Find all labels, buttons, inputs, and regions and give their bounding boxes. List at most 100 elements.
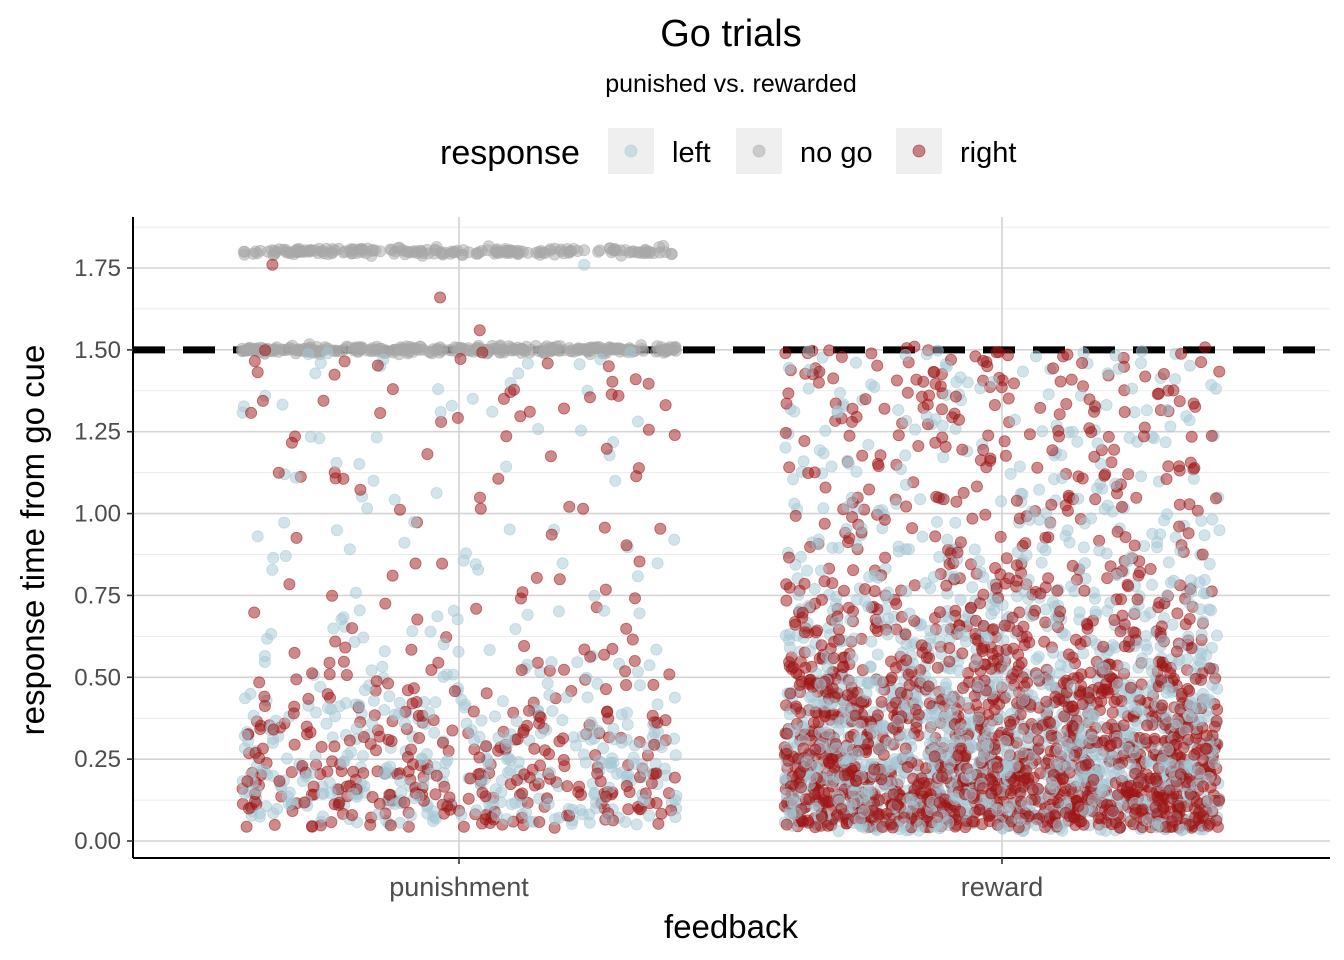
point-right [953,413,966,426]
point-right [1141,719,1154,732]
point-right [988,398,1001,411]
point-right [606,375,619,388]
point-right [1212,794,1225,807]
point-left [267,807,280,820]
point-left [266,563,279,576]
point-right [936,770,949,783]
point-right [647,678,660,691]
point-right [434,291,447,304]
point-left [1030,819,1043,832]
point-left [651,557,664,570]
point-no-go [286,339,299,352]
point-right [843,429,856,442]
point-right [386,383,399,396]
point-left [1182,630,1195,643]
point-left [1056,472,1069,485]
point-right [283,578,296,591]
point-right [1038,635,1051,648]
point-right [931,661,944,674]
point-right [1102,686,1115,699]
point-right [812,376,825,389]
point-left [427,815,440,828]
point-left [974,566,987,579]
point-left [831,405,844,418]
point-right [1029,604,1042,617]
point-right [266,258,279,271]
point-right [1103,740,1116,753]
point-right [1166,820,1179,833]
point-right [302,692,315,705]
point-right [985,662,998,675]
point-right [796,606,809,619]
point-left [521,357,534,370]
point-left [638,794,651,807]
point-left [261,632,274,645]
point-left [796,722,809,735]
point-left [825,460,838,473]
point-no-go [593,244,606,257]
point-right [1157,367,1170,380]
point-right [1152,601,1165,614]
point-left [1164,420,1177,433]
point-left [1016,365,1029,378]
point-right [374,406,387,419]
point-right [642,423,655,436]
point-left [924,624,937,637]
point-right [518,640,531,653]
point-no-go [434,341,447,354]
point-right [859,583,872,596]
point-right [1138,421,1151,434]
point-left [468,734,481,747]
point-left [814,678,827,691]
point-right [479,790,492,803]
point-left [398,717,411,730]
point-left [1213,524,1226,537]
point-right [865,347,878,360]
point-left [299,770,312,783]
point-left [1154,528,1167,541]
point-left [367,694,380,707]
point-right [827,372,840,385]
point-right [248,355,261,368]
point-left [1061,661,1074,674]
point-right [835,802,848,815]
point-left [1206,513,1219,526]
point-right [406,697,419,710]
point-right [900,654,913,667]
point-right [1131,593,1144,606]
point-right [1003,715,1016,728]
point-left [834,386,847,399]
point-right [780,727,793,740]
point-right [533,816,546,829]
point-right [1189,672,1202,685]
point-right [1062,701,1075,714]
point-right [591,767,604,780]
point-left [1161,589,1174,602]
point-left [1194,603,1207,616]
point-right [668,428,681,441]
point-no-go [414,341,427,354]
point-right [343,734,356,747]
point-left [1171,658,1184,671]
point-right [492,472,505,485]
point-right [1188,461,1201,474]
point-right [1208,720,1221,733]
point-right [966,512,979,525]
point-left [1031,670,1044,683]
point-left [628,739,641,752]
point-left [316,810,329,823]
point-left [941,533,954,546]
point-left [937,451,950,464]
point-left [1109,349,1122,362]
point-right [1099,468,1112,481]
point-right [780,594,793,607]
point-right [813,365,826,378]
point-left [815,564,828,577]
point-right [650,797,663,810]
point-right [253,676,266,689]
legend-label: left [672,137,711,169]
point-right [1205,429,1218,442]
point-left [1110,569,1123,582]
legend-item-no-go: no go [736,128,873,174]
point-left [1077,347,1090,360]
